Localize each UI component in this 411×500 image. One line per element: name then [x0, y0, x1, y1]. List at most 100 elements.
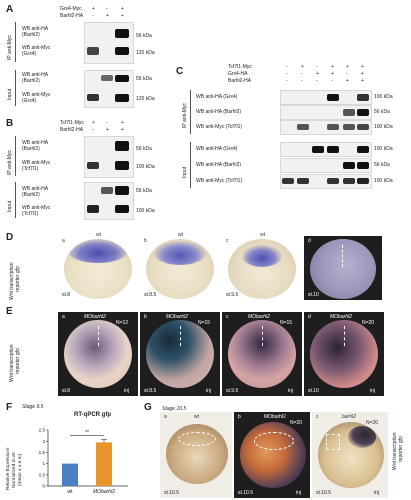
panel-label-c: C [176, 66, 184, 77]
embryo-d-c: c wt st.9.5 [222, 232, 302, 300]
stage-e-a: st.8 [62, 388, 71, 394]
letter-e-b: b [144, 314, 147, 320]
sign-c-r1-c1: - [301, 71, 303, 77]
inj-g-b: inj [296, 490, 302, 496]
embryo-d-d-body [310, 239, 376, 299]
stage-f: Stage 9.5 [22, 404, 44, 410]
bracket-input-c [190, 142, 191, 188]
letter-e-a: a [62, 314, 65, 320]
top-e-b: MObarhl2 [166, 314, 188, 320]
panel-label-f: F [6, 402, 13, 413]
band-c2-2 [327, 124, 339, 130]
band-c3-2 [327, 146, 339, 153]
sign-b-r1-c0: - [92, 127, 94, 133]
band-b-in-myc-2 [115, 205, 129, 213]
y-label-1: Relative Expression [6, 447, 11, 490]
embryo-d-b: b wt st.8.5 [140, 232, 220, 300]
n-e-b: N=15 [198, 320, 211, 326]
wb-label-a2-l2: (Barhl2) [22, 78, 40, 84]
band-a-in-myc-2 [115, 94, 129, 102]
blot-b-input [84, 182, 134, 220]
top-d-b: wt [178, 232, 183, 238]
kda-b3: 100 kDa [136, 208, 155, 214]
panel-label-g: G [144, 402, 152, 413]
band-a-ip-ha [115, 29, 129, 38]
panel-label-b: B [6, 118, 14, 129]
letter-d-c: c [226, 238, 229, 244]
top-e-d: MObarhl2 [330, 314, 352, 320]
letter-g-c: c [316, 414, 319, 420]
embryo-d-a: a wt st.8 [58, 232, 138, 300]
band-b-in-ha-1 [101, 187, 113, 194]
inj-e-a: inj [124, 388, 130, 394]
band-c0-1 [327, 94, 339, 101]
wb-label-a3-l1: WB anti-Myc [22, 92, 51, 98]
wb-label-c2: WB anti-Myc (Tcf7l1) [196, 124, 243, 130]
bracket-input-b [15, 182, 16, 218]
n-g-b: N=20 [290, 420, 303, 426]
y-tick-label: 1 [42, 461, 45, 466]
ip-label-c: IP anti-Myc [182, 103, 188, 128]
wb-label-a1-l2: (Grx4) [22, 51, 37, 57]
band-a-ip-myc-1 [87, 47, 99, 55]
embryo-g-a: a wt st.10.5 [160, 412, 232, 498]
row-label-barhl2-ha: Barhl2-HA [60, 13, 84, 19]
embryo-e-a-body [64, 320, 132, 388]
n-e-a: N=12 [116, 320, 129, 326]
band-c5-1 [282, 178, 294, 184]
band-c2-3 [343, 124, 355, 130]
band-b-in-ha-2 [115, 186, 129, 195]
embryo-e-b: b MObarhl2 N=15 st.8.5 inj [140, 312, 220, 396]
bracket-ip-a [15, 22, 16, 62]
x-tick-label: wt [68, 489, 74, 495]
kda-a0: 56 kDa [136, 33, 152, 39]
letter-d-b: b [144, 238, 147, 244]
embryo-g-b-body [240, 422, 306, 488]
wb-label-c1: WB anti-HA (Barhl2) [196, 109, 242, 115]
panel-label-a: A [6, 4, 14, 15]
ip-label-b: IP anti-Myc [7, 150, 13, 175]
embryo-g-a-body [166, 424, 228, 484]
band-b-ip-ha [115, 141, 129, 151]
chart-title: RT-qPCR gfp [74, 412, 111, 418]
kda-a2: 56 kDa [136, 76, 152, 82]
wb-label-b3-l1: WB anti-Myc [22, 205, 51, 211]
sign-c-r2-c5: + [361, 78, 364, 84]
sign-c-r2-c3: - [331, 78, 333, 84]
band-c5-3 [327, 178, 339, 184]
row-label-grx4-myc: Grx4-Myc [60, 6, 82, 12]
band-c1-2 [357, 109, 369, 116]
sign-b-r0-c0: + [92, 120, 95, 126]
y-tick-label: 0 [42, 484, 45, 489]
blot-c3 [280, 142, 372, 157]
kda-c5: 100 kDa [374, 178, 393, 184]
band-b-in-myc-1 [87, 205, 99, 213]
kda-a3: 120 kDa [136, 96, 155, 102]
sign-b-r1-c2: + [121, 127, 124, 133]
wb-label-b0-l2: (Barhl2) [22, 146, 40, 152]
sign-c-r1-c2: + [316, 71, 319, 77]
panel-label-e: E [6, 306, 13, 317]
wb-label-b0-l1: WB anti-HA [22, 140, 49, 146]
stage-g-c: st.10.5 [316, 490, 332, 496]
stage-e-d: st.10 [308, 388, 319, 394]
embryo-d-b-body [146, 239, 214, 299]
top-e-c: MObarhl2 [248, 314, 270, 320]
sign-a-r0-c2: + [121, 6, 124, 12]
letter-d-a: a [62, 238, 65, 244]
band-c5-4 [343, 178, 355, 184]
bar-wt [62, 463, 78, 486]
panel-label-d: D [6, 232, 14, 243]
sign-c-r0-c5: + [361, 64, 364, 70]
sign-a-r1-c2: + [121, 13, 124, 19]
inj-e-c: inj [288, 388, 294, 394]
embryo-e-c: c MObarhl2 N=15 st.9.5 inj [222, 312, 302, 396]
n-g-c: N=20 [366, 420, 379, 426]
embryo-g-b: b MObarhl2 N=20 st.10.5 inj [234, 412, 310, 498]
y-tick-label: 1.5 [39, 450, 46, 455]
kda-b0: 56 kDa [136, 146, 152, 152]
row-label-c2: Barhl2-HA [228, 78, 252, 84]
band-c5-2 [297, 178, 309, 184]
bracket-ip-c [190, 90, 191, 134]
embryo-d-c-body [228, 239, 296, 299]
